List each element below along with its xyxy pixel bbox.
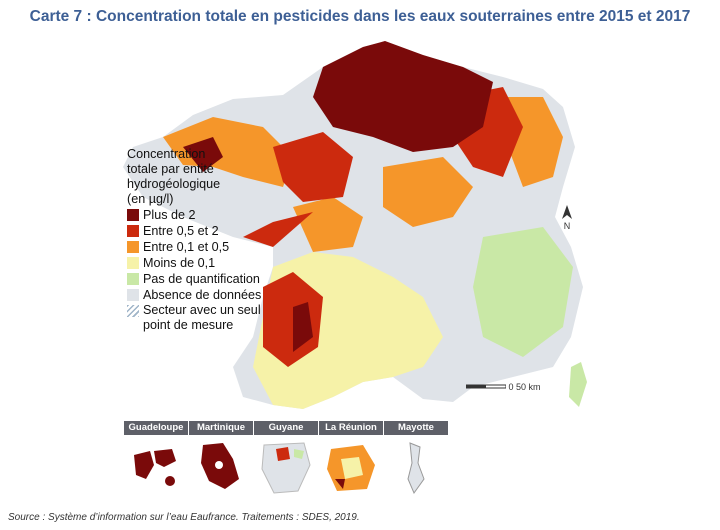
- legend-item-absence-de-donnees: Absence de données: [127, 287, 317, 303]
- france-map: [123, 41, 587, 409]
- legend-swatch-entre-01-et-05: [127, 241, 139, 253]
- legend-title: Concentration totale par entité hydrogéo…: [127, 147, 317, 207]
- scale-label: 50 km: [516, 382, 541, 392]
- overseas-insets: Guadeloupe Martinique Guyane: [124, 421, 449, 499]
- legend-item-plus-de-2: Plus de 2: [127, 207, 317, 223]
- legend-hatch-line-2: point de mesure: [143, 318, 234, 332]
- scale-bar-graphic: [465, 384, 507, 389]
- legend-item-pas-de-quantification: Pas de quantification: [127, 271, 317, 287]
- inset-guadeloupe: Guadeloupe: [124, 421, 189, 499]
- inset-mayotte-map: [407, 442, 425, 495]
- inset-la-reunion-map: [327, 445, 375, 491]
- legend-hatch-label: Secteur avec un seul point de mesure: [143, 303, 261, 333]
- legend-swatch-entre-05-et-2: [127, 225, 139, 237]
- legend-label: Plus de 2: [143, 207, 196, 222]
- legend-hatch-line-1: Secteur avec un seul: [143, 303, 261, 317]
- map-legend: Concentration totale par entité hydrogéo…: [127, 147, 317, 333]
- inset-label: Mayotte: [384, 421, 448, 435]
- legend-label: Moins de 0,1: [143, 255, 216, 270]
- inset-la-reunion: La Réunion: [319, 421, 384, 499]
- legend-label: Absence de données: [143, 287, 262, 302]
- legend-item-moins-de-01: Moins de 0,1: [127, 255, 317, 271]
- source-note: Source : Système d’information sur l’eau…: [8, 512, 360, 523]
- legend-item-entre-05-et-2: Entre 0,5 et 2: [127, 223, 317, 239]
- legend-swatch-moins-de-01: [127, 257, 139, 269]
- inset-guyane: Guyane: [254, 421, 319, 499]
- inset-mayotte: Mayotte: [384, 421, 449, 499]
- inset-guyane-map: [261, 442, 311, 494]
- scale-bar: 0 50 km: [465, 382, 541, 392]
- inset-guadeloupe-map: [134, 449, 176, 486]
- inset-label: Guyane: [254, 421, 318, 435]
- legend-swatch-absence-de-donnees: [127, 289, 139, 301]
- legend-label: Entre 0,1 et 0,5: [143, 239, 230, 254]
- map-area: [123, 37, 597, 414]
- legend-title-line-3: hydrogéologique: [127, 177, 221, 191]
- legend-swatch-hatch: [127, 305, 139, 317]
- inset-label: Martinique: [189, 421, 253, 435]
- scale-zero: 0: [508, 382, 514, 392]
- north-arrow: N: [562, 205, 572, 231]
- legend-label: Entre 0,5 et 2: [143, 223, 219, 238]
- legend-item-entre-01-et-05: Entre 0,1 et 0,5: [127, 239, 317, 255]
- north-arrow-icon: [562, 205, 572, 219]
- map-title: Carte 7 : Concentration totale en pestic…: [29, 8, 691, 25]
- inset-martinique-map: [201, 443, 239, 489]
- legend-title-line-2: totale par entité: [127, 162, 214, 176]
- legend-swatch-plus-de-2: [127, 209, 139, 221]
- inset-label: Guadeloupe: [124, 421, 188, 435]
- legend-title-line-4: (en µg/l): [127, 192, 174, 206]
- inset-label: La Réunion: [319, 421, 383, 435]
- inset-martinique: Martinique: [189, 421, 254, 499]
- legend-item-secteur-un-point: Secteur avec un seul point de mesure: [127, 303, 317, 333]
- north-label: N: [563, 221, 571, 231]
- legend-swatch-pas-de-quantification: [127, 273, 139, 285]
- legend-label: Pas de quantification: [143, 271, 260, 286]
- legend-title-line-1: Concentration: [127, 147, 206, 161]
